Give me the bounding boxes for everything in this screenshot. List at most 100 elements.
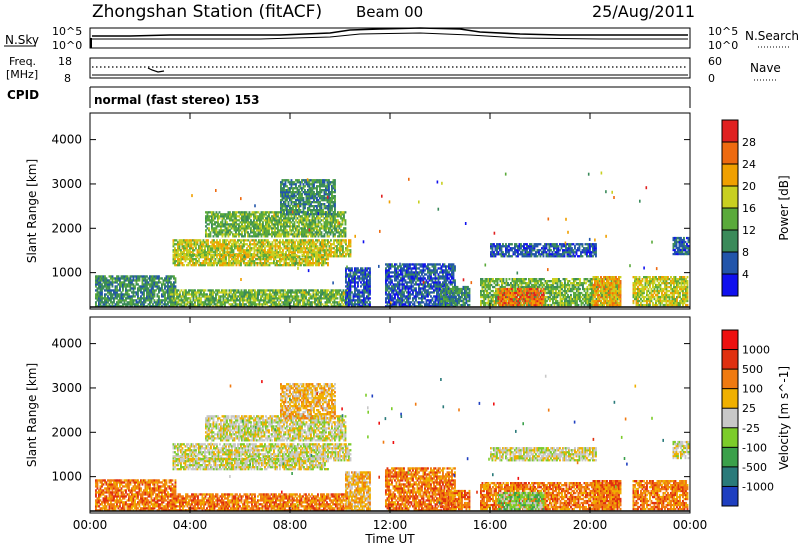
data-cell xyxy=(319,221,321,224)
data-cell xyxy=(175,243,178,246)
data-cell xyxy=(219,301,222,304)
data-cell xyxy=(295,247,298,250)
data-cell xyxy=(251,229,254,232)
data-cell xyxy=(320,219,323,222)
data-cell xyxy=(334,227,336,230)
data-cell xyxy=(99,295,102,298)
data-cell xyxy=(256,264,259,267)
data-cell xyxy=(335,215,338,218)
data-cell xyxy=(212,223,215,226)
data-cell xyxy=(243,243,245,246)
data-cell xyxy=(335,213,338,216)
data-cell xyxy=(211,223,213,226)
data-cell xyxy=(255,243,257,246)
data-cell xyxy=(120,281,123,284)
data-cell xyxy=(270,245,272,248)
data-cell xyxy=(165,297,168,300)
data-cell xyxy=(413,303,416,306)
data-cell xyxy=(312,253,314,256)
data-cell xyxy=(273,262,275,265)
data-cell xyxy=(328,247,331,250)
data-cell xyxy=(298,235,300,238)
data-cell xyxy=(217,231,219,234)
data-cell xyxy=(254,301,256,304)
data-cell xyxy=(343,231,345,234)
data-cell xyxy=(174,264,176,267)
data-cell xyxy=(114,297,117,300)
data-cell xyxy=(207,256,209,259)
data-cell xyxy=(179,291,181,294)
data-cell xyxy=(323,183,326,186)
data-cell xyxy=(171,285,174,288)
data-cell xyxy=(102,277,105,280)
data-cell xyxy=(344,233,347,236)
data-cell xyxy=(175,251,178,254)
data-cell xyxy=(248,225,251,228)
data-cell xyxy=(275,303,277,306)
data-cell xyxy=(324,260,326,263)
data-cell xyxy=(289,221,291,224)
data-cell xyxy=(143,275,145,278)
data-cell xyxy=(189,289,192,292)
data-cell xyxy=(308,293,310,296)
data-cell xyxy=(263,299,265,302)
data-cell xyxy=(317,229,320,232)
data-cell xyxy=(323,227,326,230)
data-cell xyxy=(182,299,184,302)
data-cell xyxy=(156,283,159,286)
data-cell xyxy=(301,251,304,254)
data-cell xyxy=(252,301,255,304)
data-cell xyxy=(282,251,284,254)
data-cell xyxy=(322,258,325,261)
data-cell xyxy=(231,299,234,302)
data-cell xyxy=(201,256,203,259)
data-cell xyxy=(251,211,254,214)
data-cell xyxy=(306,247,308,250)
data-cell xyxy=(334,219,336,222)
data-cell xyxy=(234,297,237,300)
data-cell xyxy=(233,291,235,294)
data-cell xyxy=(312,301,315,304)
data-cell xyxy=(284,199,287,202)
data-cell xyxy=(267,239,269,242)
data-cell xyxy=(404,303,407,306)
data-cell xyxy=(255,239,257,242)
data-cell xyxy=(129,289,132,292)
data-cell xyxy=(248,217,251,220)
data-cell xyxy=(328,221,330,224)
data-cell xyxy=(239,213,242,216)
data-cell xyxy=(316,207,318,210)
data-cell xyxy=(235,258,238,261)
data-cell xyxy=(242,229,245,232)
data-cell xyxy=(280,193,282,196)
data-cell xyxy=(213,297,216,300)
data-cell xyxy=(274,219,276,222)
data-cell xyxy=(95,295,97,298)
data-cell xyxy=(335,297,337,300)
data-cell xyxy=(308,207,311,210)
data-cell xyxy=(177,241,179,244)
data-cell xyxy=(336,253,338,256)
data-cell xyxy=(180,297,183,300)
data-cell xyxy=(116,293,118,296)
data-cell xyxy=(302,201,305,204)
data-cell xyxy=(179,295,181,298)
data-cell xyxy=(294,245,296,248)
data-cell xyxy=(218,233,221,236)
data-cell xyxy=(143,299,145,302)
data-cell xyxy=(295,260,298,263)
data-cell xyxy=(192,251,194,254)
data-cell xyxy=(261,258,263,261)
data-cell xyxy=(302,299,304,302)
data-cell xyxy=(111,277,114,280)
data-cell xyxy=(233,233,236,236)
data-cell xyxy=(202,262,205,265)
data-cell xyxy=(298,209,300,212)
data-cell xyxy=(201,303,204,306)
data-cell xyxy=(238,251,241,254)
data-cell xyxy=(401,273,404,276)
data-cell xyxy=(200,301,202,304)
data-cell xyxy=(280,211,282,214)
data-cell xyxy=(271,233,273,236)
data-cell xyxy=(336,241,338,244)
